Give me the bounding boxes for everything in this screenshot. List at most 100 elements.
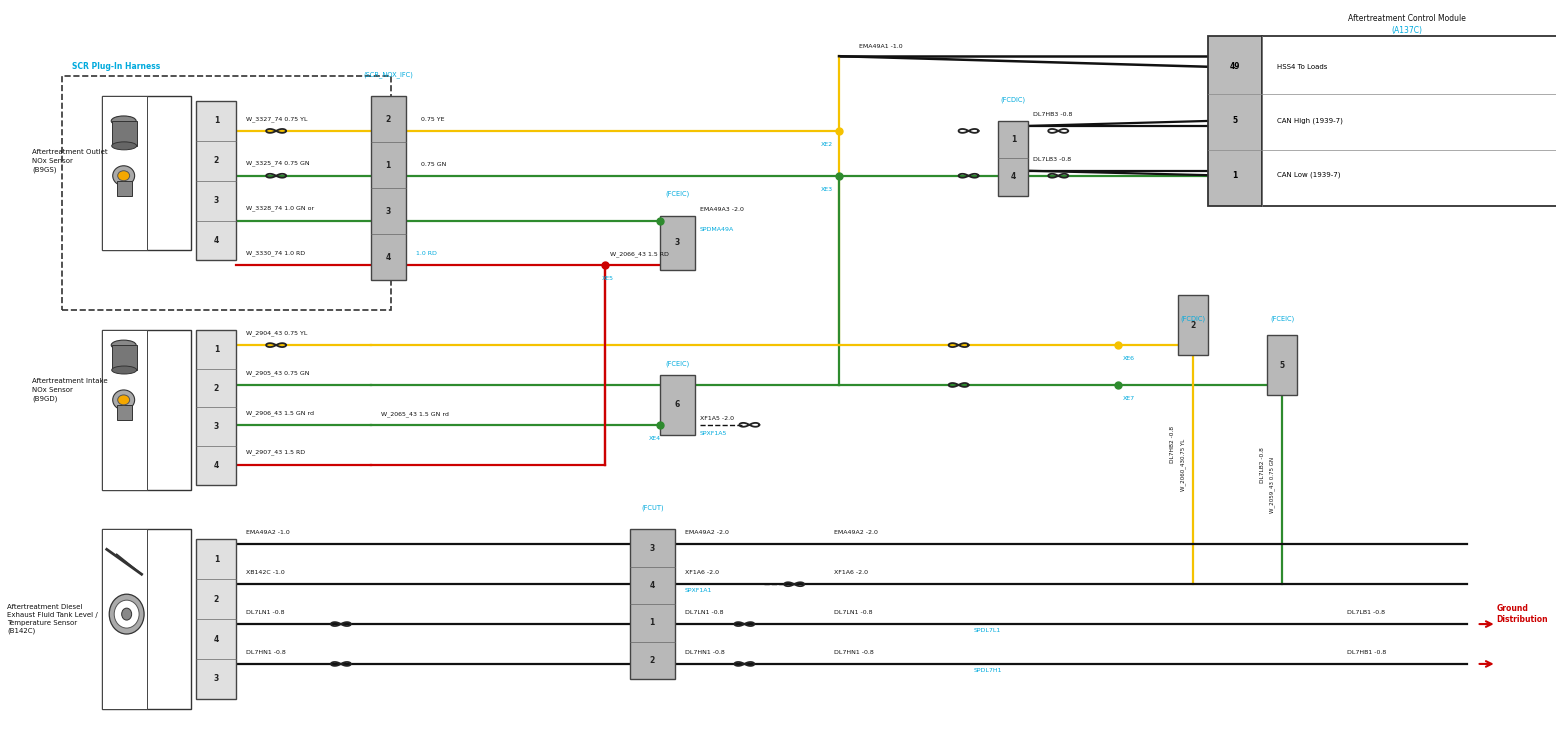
Text: 1: 1 <box>214 555 218 564</box>
Text: (SCR_NOX_IFC): (SCR_NOX_IFC) <box>363 71 413 78</box>
Text: DL7HB3 -0.8: DL7HB3 -0.8 <box>1033 112 1073 117</box>
Bar <box>630 530 674 679</box>
Text: W_3330_74 1.0 RD: W_3330_74 1.0 RD <box>246 251 306 257</box>
Text: HSS4 To Loads: HSS4 To Loads <box>1278 64 1328 70</box>
Text: SPXF1A1: SPXF1A1 <box>685 588 711 593</box>
Text: 2: 2 <box>214 156 218 165</box>
Text: SCR Plug-In Harness: SCR Plug-In Harness <box>72 62 161 71</box>
Ellipse shape <box>117 171 129 181</box>
Text: DL7HN1 -0.8: DL7HN1 -0.8 <box>835 650 874 655</box>
Text: 1: 1 <box>385 160 392 170</box>
Bar <box>998 121 1028 196</box>
Bar <box>1267 335 1298 395</box>
Text: SPDL7L1: SPDL7L1 <box>973 628 1002 633</box>
Text: (FCDIC): (FCDIC) <box>1179 315 1206 322</box>
Bar <box>660 215 694 271</box>
Text: (FCUT): (FCUT) <box>641 505 663 511</box>
Text: Aftertreatment Intake
NOx Sensor
(B9GD): Aftertreatment Intake NOx Sensor (B9GD) <box>33 378 108 402</box>
Text: 6: 6 <box>674 400 680 410</box>
Text: XF1A6 -2.0: XF1A6 -2.0 <box>835 570 867 575</box>
Text: EMA49A3 -2.0: EMA49A3 -2.0 <box>699 206 744 212</box>
Text: 4: 4 <box>214 460 218 470</box>
Text: 4: 4 <box>214 236 218 245</box>
Bar <box>101 96 147 250</box>
Text: 0.75 GN: 0.75 GN <box>421 162 446 166</box>
Text: DL7LN1 -0.8: DL7LN1 -0.8 <box>246 610 285 615</box>
Text: 3: 3 <box>214 422 218 431</box>
Text: 49: 49 <box>1229 62 1240 71</box>
Text: SPXF1A5: SPXF1A5 <box>699 430 727 436</box>
Text: (FCDIC): (FCDIC) <box>1002 96 1026 103</box>
Bar <box>1207 36 1262 206</box>
Bar <box>112 121 137 146</box>
Text: W_2066_43 1.5 RD: W_2066_43 1.5 RD <box>610 251 669 257</box>
Text: 2: 2 <box>214 383 218 392</box>
Text: 1: 1 <box>1011 135 1016 144</box>
Text: W_3328_74 1.0 GN or: W_3328_74 1.0 GN or <box>246 206 315 212</box>
Ellipse shape <box>112 390 134 410</box>
Bar <box>197 539 236 699</box>
Bar <box>62 76 390 310</box>
Text: DL7HB2 -0.8: DL7HB2 -0.8 <box>1170 426 1175 464</box>
Text: EMA49A2 -2.0: EMA49A2 -2.0 <box>685 530 729 536</box>
Bar <box>101 96 192 250</box>
Ellipse shape <box>117 395 129 405</box>
Text: 4: 4 <box>649 581 655 590</box>
Text: 2: 2 <box>214 595 218 604</box>
Text: (FCEIC): (FCEIC) <box>665 190 690 197</box>
Text: 1.0 RD: 1.0 RD <box>415 251 437 257</box>
Text: 3: 3 <box>385 207 392 216</box>
Ellipse shape <box>112 142 137 150</box>
Text: CAN High (1939-7): CAN High (1939-7) <box>1278 118 1343 124</box>
Text: SPDMA49A: SPDMA49A <box>699 226 733 232</box>
Text: Ground
Distribution: Ground Distribution <box>1496 604 1548 624</box>
Text: EMA49A2 -2.0: EMA49A2 -2.0 <box>835 530 878 536</box>
Ellipse shape <box>112 366 137 374</box>
Text: XE7: XE7 <box>1123 396 1136 401</box>
Text: Aftertreatment Outlet
NOx Sensor
(B9GS): Aftertreatment Outlet NOx Sensor (B9GS) <box>33 149 108 172</box>
Text: 0.75 YE: 0.75 YE <box>421 117 445 122</box>
Text: W_2907_43 1.5 RD: W_2907_43 1.5 RD <box>246 450 306 455</box>
Bar <box>112 345 137 370</box>
Bar <box>1178 296 1207 355</box>
Text: DL7LB2 -0.8: DL7LB2 -0.8 <box>1260 447 1265 482</box>
Bar <box>197 101 236 260</box>
Ellipse shape <box>111 116 136 126</box>
Text: XF1A6 -2.0: XF1A6 -2.0 <box>685 570 719 575</box>
Text: XB142C -1.0: XB142C -1.0 <box>246 570 285 575</box>
Text: 1: 1 <box>214 116 218 125</box>
Ellipse shape <box>109 594 144 634</box>
Text: 5: 5 <box>1279 361 1285 370</box>
Text: XE3: XE3 <box>821 187 833 192</box>
Ellipse shape <box>114 600 139 628</box>
Ellipse shape <box>112 166 134 186</box>
Bar <box>117 405 131 420</box>
Text: 3: 3 <box>674 238 680 248</box>
Text: Aftertreatment Diesel
Exhaust Fluid Tank Level /
Temperature Sensor
(B142C): Aftertreatment Diesel Exhaust Fluid Tank… <box>8 604 98 634</box>
Ellipse shape <box>111 340 136 350</box>
Text: CAN Low (1939-7): CAN Low (1939-7) <box>1278 172 1342 178</box>
Text: 1: 1 <box>214 345 218 354</box>
Text: W_2906_43 1.5 GN rd: W_2906_43 1.5 GN rd <box>246 410 314 416</box>
Text: 3: 3 <box>214 674 218 683</box>
Bar <box>117 181 131 196</box>
Text: W_2904_43 0.75 YL: W_2904_43 0.75 YL <box>246 330 307 336</box>
Bar <box>101 530 147 709</box>
Bar <box>1262 36 1560 206</box>
Text: 1: 1 <box>649 618 655 627</box>
Text: DL7LB3 -0.8: DL7LB3 -0.8 <box>1033 157 1072 162</box>
Text: DL7HN1 -0.8: DL7HN1 -0.8 <box>685 650 724 655</box>
Text: 2: 2 <box>649 656 655 664</box>
Text: EMA49A1 -1.0: EMA49A1 -1.0 <box>860 44 903 50</box>
Text: (A137C): (A137C) <box>1392 26 1423 35</box>
Text: 5: 5 <box>1232 116 1237 125</box>
Text: 1: 1 <box>1232 171 1237 180</box>
Text: W_2060_430.75 YL: W_2060_430.75 YL <box>1179 439 1186 491</box>
Text: W_3327_74 0.75 YL: W_3327_74 0.75 YL <box>246 116 307 122</box>
Text: XE6: XE6 <box>1123 356 1136 361</box>
Text: XE4: XE4 <box>649 436 661 441</box>
Bar <box>101 330 147 490</box>
Text: EMA49A2 -1.0: EMA49A2 -1.0 <box>246 530 290 536</box>
Bar <box>197 330 236 484</box>
Text: DL7HB1 -0.8: DL7HB1 -0.8 <box>1348 650 1387 655</box>
